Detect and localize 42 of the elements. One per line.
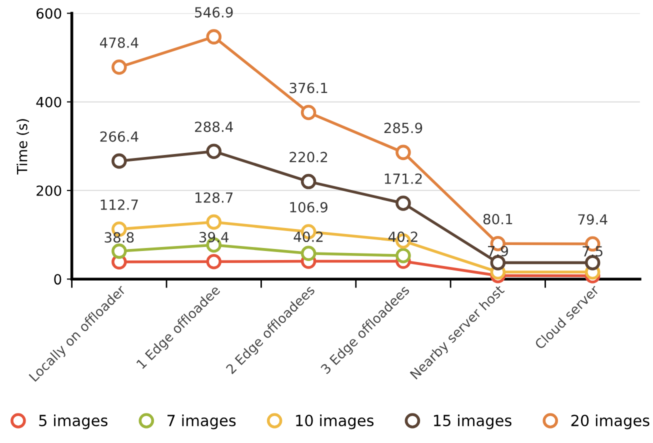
data-label: 7.9 [488,246,508,256]
point [396,144,411,160]
y-tick-label: 600 [36,8,62,19]
y-tick-label: 0 [54,274,62,285]
data-label: 220.2 [290,152,328,162]
point [206,214,222,230]
point [112,60,127,75]
y-tick-label: 400 [36,96,62,108]
point [300,104,316,120]
data-label: 478.4 [100,37,138,48]
data-label: 266.4 [100,131,138,142]
data-label: 112.7 [100,199,138,210]
y-tick-label: 200 [36,185,62,196]
point [206,29,222,44]
point [206,254,222,270]
point [112,244,127,259]
point [584,255,600,270]
data-label: 79.4 [578,214,608,225]
point [206,144,222,159]
data-label: 288.4 [194,122,233,132]
legend-label: 20 images [571,414,650,430]
data-label: 376.1 [290,82,328,94]
point [112,153,127,169]
data-label: 80.1 [483,214,512,224]
data-label: 285.9 [384,122,422,134]
y-axis-title: Time (s) [16,119,29,174]
data-label: 7.5 [582,246,602,257]
point [396,248,411,264]
point [300,246,316,262]
data-label: 128.7 [196,192,233,203]
legend-label: 5 images [39,414,108,430]
data-label: 171.2 [384,173,422,184]
data-label: 106.9 [290,202,328,212]
data-label: 546.9 [195,7,233,18]
data-label: 38.8 [104,232,134,243]
point [300,174,316,190]
legend-label: 10 images [296,414,374,430]
point [396,196,411,211]
legend-label: 7 images [168,414,236,430]
data-label: 39.4 [199,232,229,242]
legend-label: 15 images [434,414,512,430]
point [490,255,506,270]
